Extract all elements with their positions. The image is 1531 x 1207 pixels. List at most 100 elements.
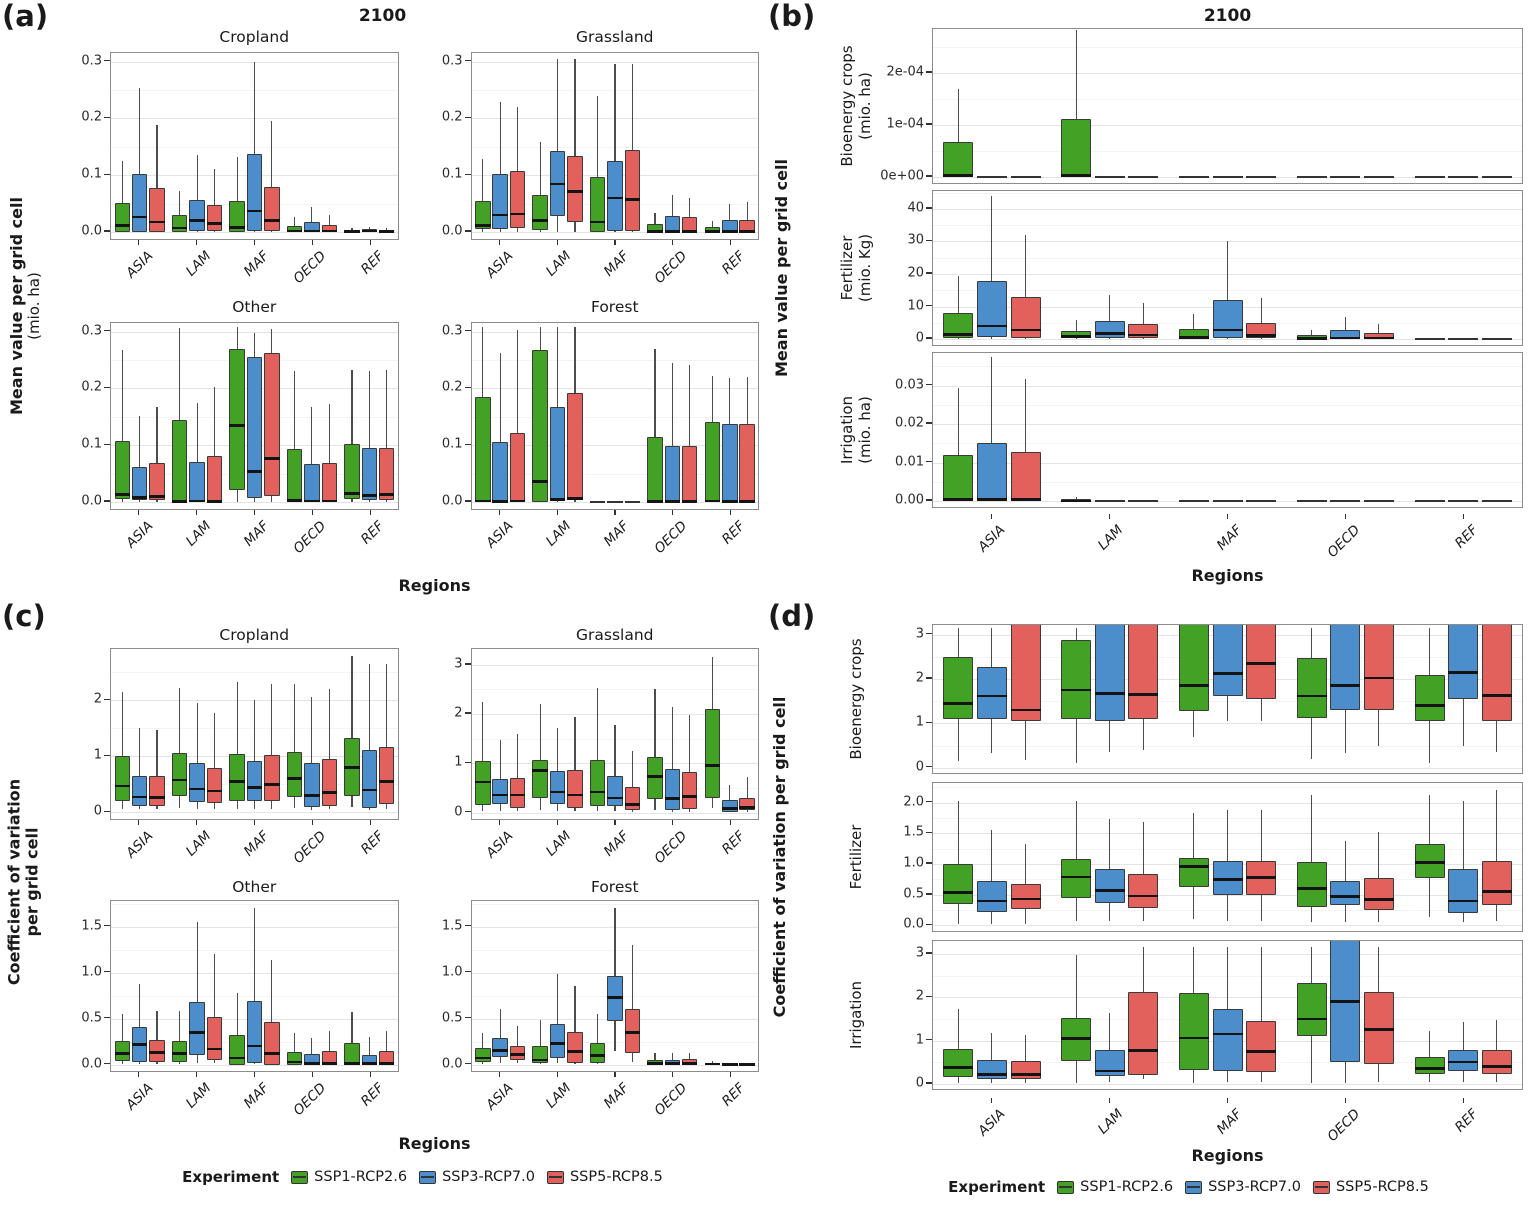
x-tick-mark — [1108, 514, 1110, 519]
median-OECD-SSP1-RCP2.6 — [647, 230, 663, 233]
legend-key-median-line — [293, 1176, 307, 1178]
x-tick-mark — [614, 820, 616, 825]
whisker-LAM-SSP3-RCP7.0 — [557, 58, 559, 233]
panel-d-x-axis-label: Regions — [1191, 1146, 1264, 1165]
whisker-OECD-SSP1-RCP2.6 — [654, 689, 656, 811]
x-labels: ASIA LAM MAF OECD REF — [471, 510, 760, 566]
y-axis-label-line: Coefficient of variation per grid cell — [769, 696, 789, 1018]
median-OECD-SSP3-RCP7.0 — [304, 499, 320, 503]
median-ASIA-SSP5-RCP8.5 — [149, 495, 165, 498]
median-LAM-SSP1-RCP2.6 — [1061, 174, 1092, 178]
median-LAM-SSP5-RCP8.5 — [206, 500, 223, 503]
plot-wrap: 0.0 0.1 0.2 0.3 — [442, 52, 759, 240]
y-tick-label: 0.5 — [441, 1010, 463, 1026]
box-MAF-SSP5-RCP8.5 — [1246, 1021, 1277, 1073]
box-MAF-SSP3-RCP7.0 — [246, 1001, 263, 1063]
gridline-major — [111, 502, 398, 504]
facet-side-label: Bioenergy crops (mio. ha) — [838, 45, 874, 166]
gridline-major — [471, 714, 758, 716]
flat-box-REF-SSP1-RCP2.6 — [1414, 175, 1445, 178]
y-tick-label: 0.1 — [441, 166, 463, 182]
median-OECD-SSP5-RCP8.5 — [321, 1062, 337, 1065]
y-tick-label: 0.5 — [903, 886, 924, 902]
whisker-LAM-SSP5-RCP8.5 — [574, 717, 576, 811]
gridline-major — [471, 1064, 758, 1066]
whisker-LAM-SSP5-RCP8.5 — [213, 954, 216, 1063]
y-tick-mark — [926, 71, 932, 73]
median-MAF-SSP1-RCP2.6 — [589, 1054, 606, 1057]
x-tick-mark — [672, 820, 674, 825]
box-REF-SSP5-RCP8.5 — [739, 424, 755, 503]
median-MAF-SSP5-RCP8.5 — [1246, 1050, 1277, 1054]
panel-d: (d) Coefficient of variation per grid ce… — [766, 600, 1531, 1207]
median-MAF-SSP3-RCP7.0 — [246, 209, 263, 213]
median-MAF-SSP1-RCP2.6 — [589, 220, 606, 224]
x-tick-mark — [556, 510, 558, 515]
y-tick-mark — [926, 272, 932, 274]
y-tick-label: 0 — [93, 803, 102, 819]
x-tick-mark — [498, 820, 500, 825]
box-LAM-SSP1-RCP2.6 — [532, 1046, 548, 1063]
y-tick-mark — [926, 800, 932, 803]
whisker-ASIA-SSP1-RCP2.6 — [957, 387, 959, 502]
median-LAM-SSP3-RCP7.0 — [1094, 889, 1125, 892]
y-tick-mark — [926, 995, 932, 997]
median-OECD-SSP1-RCP2.6 — [286, 499, 303, 502]
box-MAF-SSP1-RCP2.6 — [1178, 992, 1209, 1070]
y-tick-mark — [464, 59, 471, 62]
box-OECD-SSP5-RCP8.5 — [321, 758, 337, 806]
median-ASIA-SSP5-RCP8.5 — [1010, 498, 1041, 501]
y-tick-mark — [926, 831, 932, 834]
median-REF-SSP3-RCP7.0 — [722, 807, 738, 810]
facet-title: Forest — [590, 878, 639, 896]
y-tick-mark — [104, 230, 110, 232]
x-labels: ASIA LAM MAF OECD REF — [471, 240, 760, 296]
gridline-minor — [111, 672, 398, 674]
facet-plot-fertilizer — [932, 782, 1523, 932]
y-tick-mark — [464, 924, 471, 927]
median-ASIA-SSP3-RCP7.0 — [976, 694, 1007, 698]
whisker-LAM-SSP1-RCP2.6 — [179, 327, 181, 503]
whisker-LAM-SSP5-RCP8.5 — [574, 986, 576, 1064]
whisker-REF-SSP5-RCP8.5 — [746, 777, 748, 812]
whisker-REF-SSP1-RCP2.6 — [351, 655, 353, 807]
box-REF-SSP1-RCP2.6 — [1414, 1056, 1445, 1075]
y-axis-label-unit: (mio. ha) — [25, 272, 44, 340]
box-LAM-SSP5-RCP8.5 — [206, 455, 223, 503]
median-REF-SSP5-RCP8.5 — [1481, 890, 1512, 893]
median-ASIA-SSP1-RCP2.6 — [114, 784, 131, 788]
panel-a-y-axis-label: Mean value per grid cell (mio. ha) — [7, 197, 44, 415]
median-MAF-SSP3-RCP7.0 — [1212, 328, 1243, 332]
y-tick-label: 0.3 — [441, 53, 463, 69]
whisker-LAM-SSP5-RCP8.5 — [1142, 822, 1144, 922]
plot-wrap: 0 1 2 3 — [454, 648, 759, 820]
region-label-MAF: MAF — [600, 1080, 633, 1112]
median-MAF-SSP1-RCP2.6 — [1178, 336, 1209, 339]
whisker-MAF-SSP5-RCP8.5 — [271, 683, 273, 809]
median-ASIA-SSP1-RCP2.6 — [943, 1066, 974, 1070]
median-ASIA-SSP1-RCP2.6 — [114, 224, 131, 227]
region-label-ASIA: ASIA — [483, 1080, 517, 1114]
median-ASIA-SSP1-RCP2.6 — [943, 702, 974, 705]
median-REF-SSP3-RCP7.0 — [722, 230, 738, 233]
region-label-ASIA: ASIA — [122, 518, 157, 552]
facet-row-bioenergy-crops: Bioenergy crops 0 1 2 3 — [836, 624, 1523, 774]
median-LAM-SSP1-RCP2.6 — [1061, 1037, 1092, 1040]
median-ASIA-SSP1-RCP2.6 — [943, 332, 974, 336]
median-LAM-SSP5-RCP8.5 — [567, 497, 583, 501]
box-LAM-SSP3-RCP7.0 — [1094, 321, 1125, 338]
facet-side-label: Fertilizer (mio. Kg) — [838, 234, 874, 302]
legend-title: Experiment — [182, 1168, 280, 1186]
gridline-major — [471, 445, 758, 447]
x-labels: ASIA LAM MAF OECD REF — [932, 1098, 1523, 1152]
box-ASIA-SSP5-RCP8.5 — [1010, 883, 1041, 909]
gridline-minor — [933, 47, 1522, 49]
y-tick-label: 0.02 — [895, 415, 924, 431]
median-LAM-SSP1-RCP2.6 — [532, 1058, 548, 1062]
y-tick-label: 0.2 — [81, 379, 102, 395]
median-MAF-SSP5-RCP8.5 — [264, 457, 280, 460]
box-REF-SSP1-RCP2.6 — [704, 709, 721, 798]
plot-wrap: 0.0 0.1 0.2 0.3 — [442, 322, 759, 510]
facet-plot-forest — [470, 322, 759, 510]
box-ASIA-SSP1-RCP2.6 — [943, 455, 974, 501]
